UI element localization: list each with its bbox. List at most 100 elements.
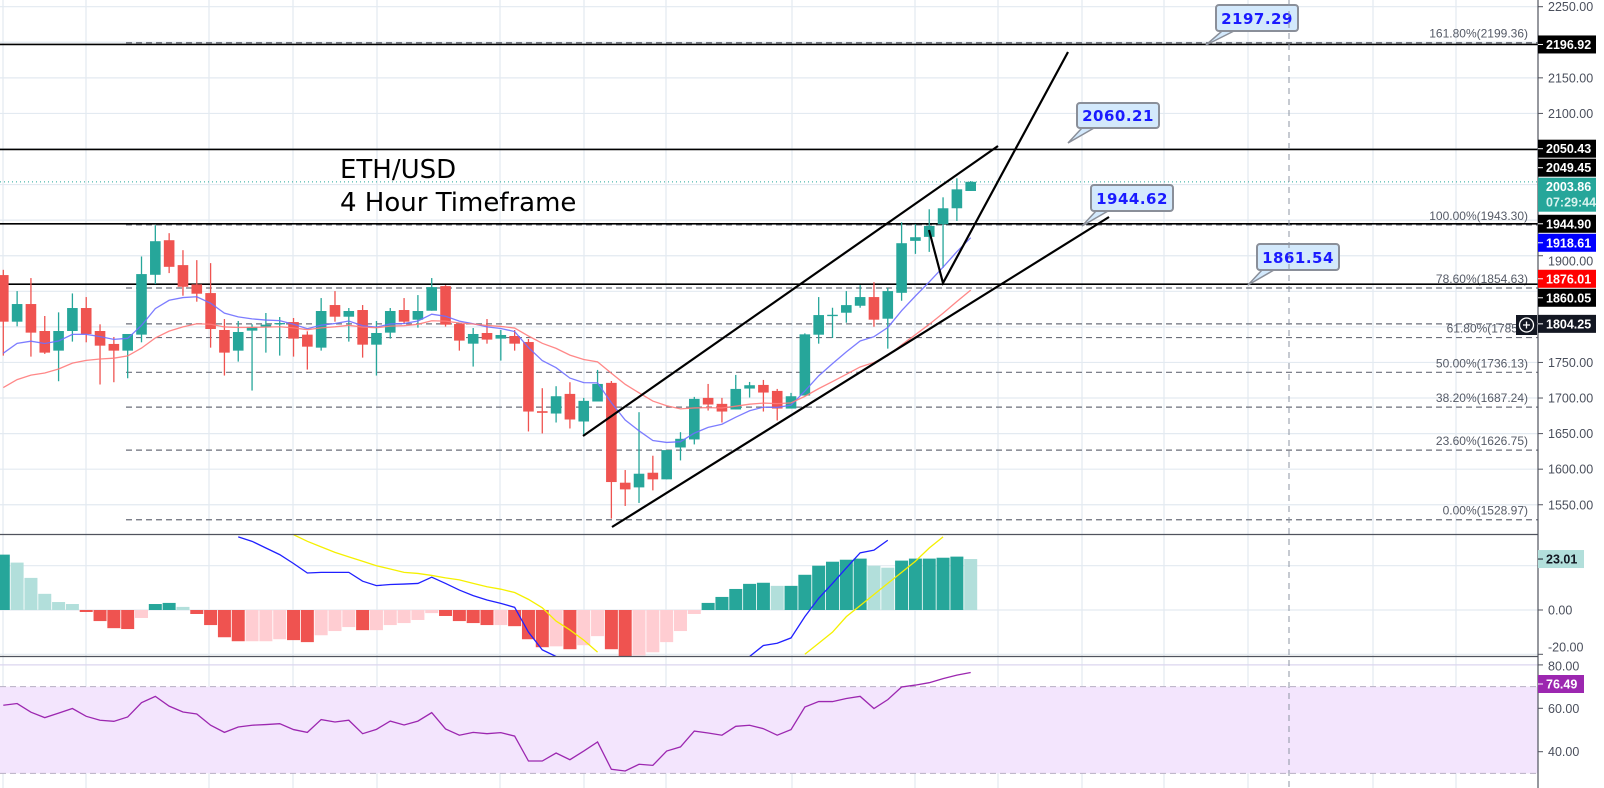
price-badge-label: 1918.61 [1546,236,1591,250]
candle [730,374,742,410]
fib-level-label: 23.60%(1626.75) [1436,434,1528,448]
macd-histogram-bar [287,610,301,641]
fib-level-label: 100.00%(1943.30) [1429,209,1528,223]
upper-channel-line[interactable] [582,145,999,437]
macd-axis-label: -20.00 [1548,641,1583,655]
candle [799,333,811,396]
candle-body [288,322,299,339]
candle [315,298,327,351]
macd-histogram-bar [867,565,881,610]
trendline-drawings[interactable] [582,51,1110,528]
macd-histogram-bar [853,558,867,610]
candle-body [0,275,9,322]
macd-histogram-bar [356,610,370,631]
candle [25,278,37,357]
candle-body [315,311,327,348]
candle [67,293,78,342]
macd-value-badge-label: 23.01 [1546,553,1577,567]
macd-histogram-bar [480,610,494,626]
candle-body [758,384,769,393]
macd-histogram-bar [549,610,563,647]
candle [136,256,147,343]
candle-body [371,332,382,345]
last-price-badge: 2003.86 07:29:44 [1538,177,1596,212]
candle [0,269,9,356]
candle [896,222,907,301]
macd-histogram-bar [148,604,162,610]
price-badge: 2050.43 [1538,139,1596,158]
price-badge-label: 1876.01 [1546,272,1591,286]
candle [854,285,866,308]
macd-histogram-bar [411,610,425,620]
macd-histogram-bar [701,602,715,610]
candle [606,380,617,519]
price-badge: 1918.61 [1538,233,1596,252]
macd-line [749,539,889,656]
price-badge-label: 2049.45 [1546,161,1591,175]
candle-body [177,265,189,287]
crosshair-add-button[interactable] [1516,315,1537,335]
macd-histogram-bar [369,610,383,631]
candle [910,224,921,254]
macd-histogram-bar [10,562,24,610]
candle-body [440,286,451,325]
macd-axis-label: 0.00 [1548,604,1572,618]
candle [371,320,382,376]
macd-histogram-bar [743,583,757,610]
macd-histogram-bar [93,610,107,622]
callout-1861[interactable]: 1861.54 [1247,243,1340,286]
callout-2197[interactable]: 2197.29 [1205,4,1299,46]
macd-histogram-bar [950,556,964,610]
chart-title-symbol: ETH/USD [340,155,456,185]
candle [150,225,161,285]
macd-histogram-bar [784,585,798,610]
callout-1944[interactable]: 1944.62 [1081,184,1174,227]
last-price-label: 2003.86 [1546,180,1591,194]
candle-body [633,473,645,488]
macd-histogram-bar [660,610,674,643]
moving-averages [2,237,972,444]
price-badge: 2049.45 [1538,158,1596,177]
candle [647,455,659,491]
callout-2060[interactable]: 2060.21 [1067,102,1160,144]
candle-body [550,396,562,414]
candle-body [398,310,410,322]
candle-body [509,335,520,344]
candle-body [454,324,465,341]
price-badge-label: 2050.43 [1546,142,1591,156]
price-badge-label: 1804.25 [1546,317,1591,331]
macd-histogram-bar [24,577,38,610]
candle-body [467,333,479,344]
rsi-axis-label: 40.00 [1548,745,1579,759]
macd-histogram-bar [964,559,978,610]
candle-body [39,331,51,353]
candle-body [495,334,507,339]
price-axis-background[interactable] [1538,0,1604,788]
rsi-line [3,671,971,772]
candle [108,336,120,383]
candle-body [329,305,341,317]
lower-channel-line[interactable] [611,216,1110,528]
macd-histogram-bar [328,610,342,632]
candle [716,397,728,423]
candle [398,298,410,325]
macd-histogram-bar [79,610,93,612]
candle-body [799,334,811,396]
macd-pane [0,535,978,656]
price-levels: 161.80%(2199.36) 100.00%(1943.30) 78.60%(1… [0,27,1538,521]
v-pattern-line[interactable] [927,51,1069,286]
candle [454,324,465,351]
macd-histogram-bar [604,610,618,650]
macd-histogram-bar [770,585,784,610]
candle-body [841,305,852,313]
price-axis[interactable]: 2250.00 2196.92 2150.00 2100.00 2050.43 2049.… [1538,0,1596,759]
price-axis-label: 2150.00 [1548,71,1593,85]
candle-body [232,331,244,351]
candle-body [343,311,355,317]
macd-histogram-bar [65,604,79,610]
rsi-value-badge-label: 76.49 [1546,678,1577,692]
candle [702,383,714,411]
candle-body [771,390,783,409]
candle-body [302,334,313,347]
